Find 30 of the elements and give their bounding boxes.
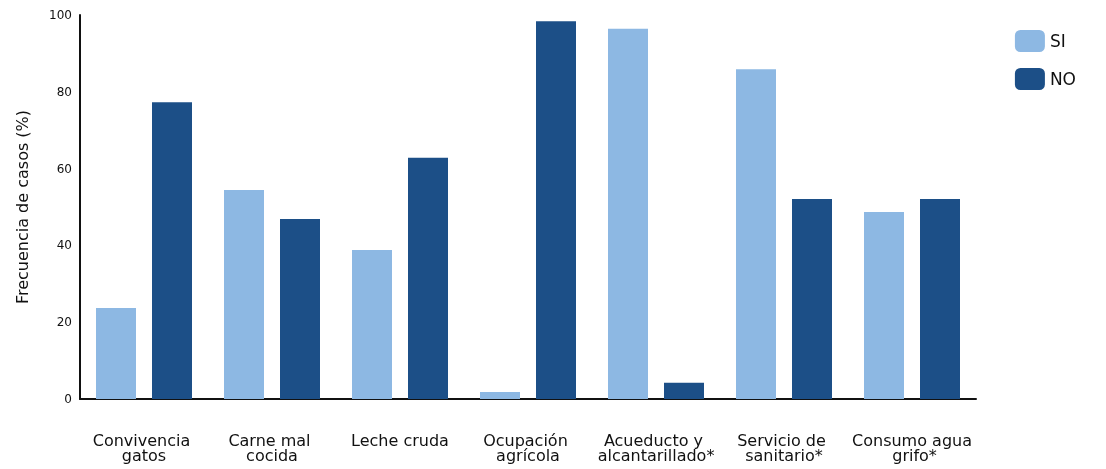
y-tick-label: 100 [49, 8, 72, 22]
bar [480, 392, 520, 399]
x-tick-label: Carne mal cocida [228, 431, 316, 465]
y-tick-label: 60 [56, 161, 72, 176]
bar [792, 198, 832, 399]
y-tick-label: 0 [64, 392, 72, 406]
bar [664, 382, 704, 399]
y-tick-label: 40 [56, 238, 72, 253]
bar [96, 307, 136, 399]
x-tick-label: Ocupación agrícola [483, 431, 573, 465]
x-tick-label: Consumo agua grifo* [852, 431, 972, 465]
bar [152, 102, 192, 399]
x-tick-label: Servicio de sanitario* [737, 431, 831, 465]
bar [408, 157, 448, 399]
bar [536, 21, 576, 399]
y-axis-title: Frecuencia de casos (%) [12, 109, 32, 305]
y-tick-label: 80 [56, 84, 72, 99]
bar [280, 218, 320, 399]
bar [224, 190, 264, 399]
x-tick-label: Convivencia gatos [92, 431, 196, 465]
bar [920, 198, 960, 399]
legend-label: SI [1049, 31, 1066, 51]
bar [864, 211, 904, 399]
bar [736, 69, 776, 399]
x-tick-label: Acueducto y alcantarillado* [597, 431, 715, 465]
bar [608, 28, 648, 399]
bar [352, 250, 392, 399]
x-tick-label: Leche cruda [351, 431, 449, 450]
legend-label: NO [1049, 69, 1077, 89]
y-tick-label: 20 [56, 315, 72, 330]
